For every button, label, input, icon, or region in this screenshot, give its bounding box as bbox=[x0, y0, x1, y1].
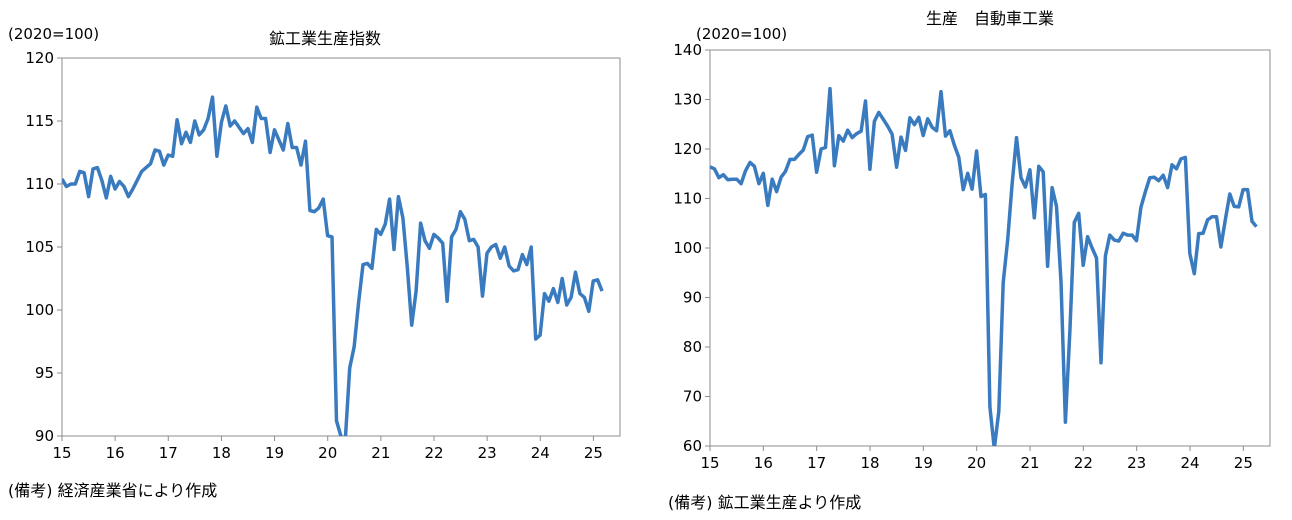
y-tick-label: 120 bbox=[25, 49, 54, 67]
y-tick-label: 105 bbox=[25, 238, 54, 256]
y-tick-label: 80 bbox=[683, 338, 702, 356]
chart-mining-industrial-production: 鉱工業生産指数 (2020=100) 90 95 100 105 110 115 120 1… bbox=[8, 25, 621, 500]
chart-automobile-production: 生産 自動車工業 (2020=100) 60 70 80 90 100 110 120 130… bbox=[668, 9, 1271, 512]
x-axis-ticks: 15 16 17 18 19 20 21 22 23 24 25 bbox=[52, 436, 603, 462]
series-line bbox=[62, 95, 604, 436]
unit-label: (2020=100) bbox=[8, 25, 99, 43]
x-axis-ticks: 15 16 17 18 19 20 21 22 23 24 25 bbox=[700, 446, 1253, 472]
y-tick-label: 120 bbox=[673, 140, 702, 158]
y-tick-label: 115 bbox=[25, 112, 54, 130]
x-tick-label: 24 bbox=[531, 444, 550, 462]
x-tick-label: 15 bbox=[52, 444, 71, 462]
x-tick-label: 20 bbox=[967, 454, 986, 472]
y-axis-ticks: 90 95 100 105 110 115 120 bbox=[25, 49, 62, 445]
x-tick-label: 16 bbox=[106, 444, 125, 462]
x-tick-label: 15 bbox=[700, 454, 719, 472]
y-tick-label: 110 bbox=[673, 190, 702, 208]
y-tick-label: 130 bbox=[673, 91, 702, 109]
x-tick-label: 25 bbox=[584, 444, 603, 462]
x-tick-label: 21 bbox=[371, 444, 390, 462]
x-tick-label: 24 bbox=[1180, 454, 1199, 472]
y-tick-label: 140 bbox=[673, 41, 702, 59]
x-tick-label: 17 bbox=[159, 444, 178, 462]
y-tick-label: 110 bbox=[25, 175, 54, 193]
y-tick-label: 90 bbox=[683, 289, 702, 307]
series-line bbox=[710, 86, 1258, 446]
x-tick-label: 17 bbox=[807, 454, 826, 472]
x-tick-label: 16 bbox=[754, 454, 773, 472]
x-tick-label: 19 bbox=[914, 454, 933, 472]
x-tick-label: 19 bbox=[265, 444, 284, 462]
plot-area-frame bbox=[61, 57, 621, 437]
x-tick-label: 22 bbox=[424, 444, 443, 462]
y-tick-label: 100 bbox=[673, 239, 702, 257]
x-tick-label: 18 bbox=[860, 454, 879, 472]
x-tick-label: 22 bbox=[1074, 454, 1093, 472]
y-tick-label: 60 bbox=[683, 437, 702, 455]
x-tick-label: 25 bbox=[1234, 454, 1253, 472]
x-tick-label: 23 bbox=[1127, 454, 1146, 472]
y-tick-label: 95 bbox=[35, 364, 54, 382]
chart-title: 生産 自動車工業 bbox=[926, 9, 1054, 28]
y-axis-ticks: 60 70 80 90 100 110 120 130 140 bbox=[673, 41, 710, 455]
chart-title: 鉱工業生産指数 bbox=[269, 29, 381, 48]
y-tick-label: 70 bbox=[683, 388, 702, 406]
unit-label: (2020=100) bbox=[696, 25, 787, 43]
x-tick-label: 20 bbox=[318, 444, 337, 462]
y-tick-label: 90 bbox=[35, 427, 54, 445]
x-tick-label: 23 bbox=[478, 444, 497, 462]
x-tick-label: 18 bbox=[212, 444, 231, 462]
x-tick-label: 21 bbox=[1020, 454, 1039, 472]
y-tick-label: 100 bbox=[25, 301, 54, 319]
source-note: (備考) 経済産業省により作成 bbox=[8, 481, 217, 500]
source-note: (備考) 鉱工業生産より作成 bbox=[668, 493, 861, 512]
